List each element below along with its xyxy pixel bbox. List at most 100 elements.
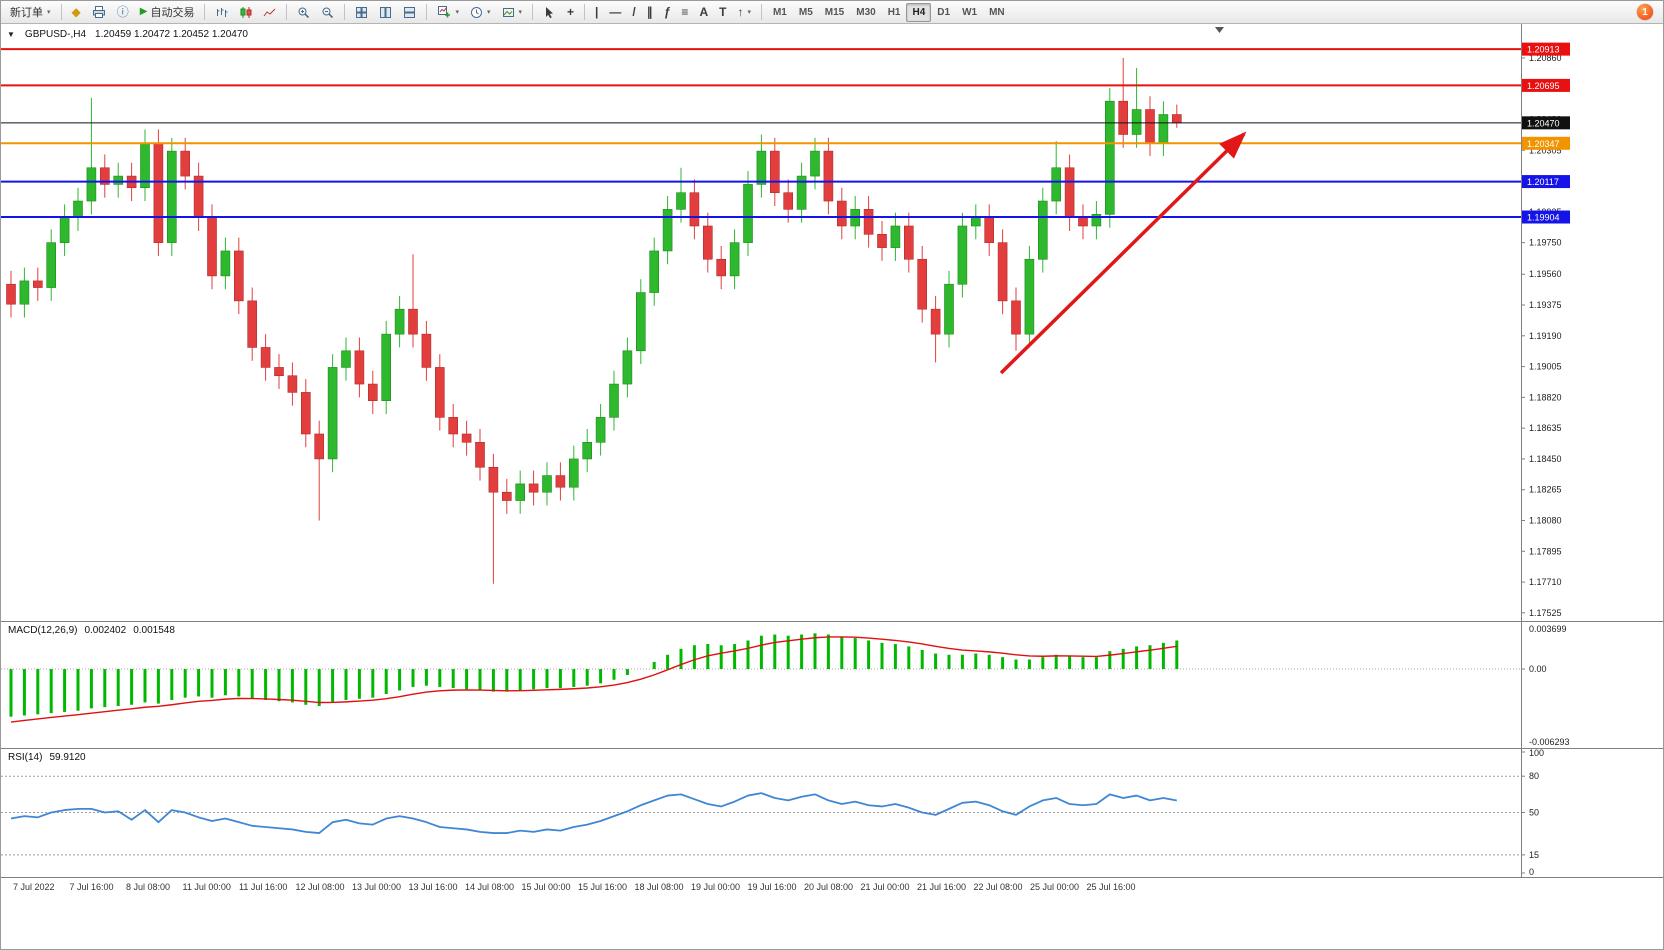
line-chart-icon	[264, 8, 276, 16]
toolbar-separator	[532, 4, 534, 20]
rsi-scale-label: 100	[1529, 748, 1544, 758]
timeframe-m5-button[interactable]: M5	[798, 6, 813, 18]
price-flag	[1522, 210, 1570, 224]
time-label: 14 Jul 08:00	[465, 882, 515, 892]
line-chart-button[interactable]	[258, 3, 281, 22]
channel-button[interactable]: ∥	[642, 3, 658, 22]
metaeditor-button[interactable]: ◆	[67, 3, 86, 22]
time-label: 15 Jul 16:00	[578, 882, 628, 892]
time-label: 7 Jul 16:00	[69, 882, 114, 892]
rsi-scale-label: 15	[1529, 850, 1539, 860]
candles	[6, 57, 1182, 584]
price-axis-label: 1.20305	[1529, 145, 1562, 155]
price-axis-label: 1.18450	[1529, 454, 1562, 464]
tile-horizontal-icon	[404, 6, 416, 18]
timeframe-m1-button[interactable]: M1	[772, 6, 787, 18]
time-label: 13 Jul 00:00	[352, 882, 402, 892]
tile-vertical-button[interactable]	[374, 3, 397, 22]
bar-chart-button[interactable]	[210, 3, 233, 22]
timeframe-m15-button[interactable]: M15	[824, 6, 845, 18]
price-flag-label: 1.20695	[1527, 81, 1560, 91]
candlestick-chart[interactable]: 1.208601.206751.204901.203051.201201.199…	[1, 24, 1664, 621]
macd-chart[interactable]: 0.003699 0.00 -0.006293	[1, 621, 1664, 748]
rsi-scale-label: 0	[1529, 867, 1534, 877]
new-chart-icon	[438, 6, 451, 18]
toolbar-separator	[426, 4, 428, 20]
price-flag-label: 1.20913	[1527, 45, 1560, 55]
cycle-lines-button[interactable]: ≡	[676, 3, 693, 22]
price-flag	[1522, 78, 1570, 92]
time-label: 20 Jul 08:00	[804, 882, 854, 892]
zoom-in-button[interactable]	[292, 3, 315, 22]
price-flag	[1522, 175, 1570, 189]
cursor-icon	[546, 6, 554, 18]
crosshair-button[interactable]: +	[562, 3, 579, 22]
vertical-line-button[interactable]: |	[590, 3, 603, 22]
text-label-button[interactable]: T	[714, 3, 731, 22]
time-label: 7 Jul 2022	[13, 882, 55, 892]
timeframe-w1-button[interactable]: W1	[962, 6, 978, 18]
trendline-icon: /	[632, 5, 636, 19]
timeframe-mn-button[interactable]: MN	[989, 6, 1005, 18]
arrows-button[interactable]: ↑ ▾	[732, 3, 756, 22]
price-flag	[1522, 136, 1570, 150]
timeframe-h4-button[interactable]: H4	[906, 2, 932, 22]
time-label: 13 Jul 16:00	[408, 882, 458, 892]
tile-horizontal-button[interactable]	[398, 3, 421, 22]
candlestick-chart-button[interactable]	[234, 3, 257, 22]
zoom-out-icon	[322, 7, 334, 18]
price-flag	[1522, 116, 1570, 130]
autotrading-button[interactable]: ▶ 自动交易	[135, 3, 200, 22]
horizontal-line-icon: —	[609, 5, 622, 19]
time-label: 18 Jul 08:00	[634, 882, 684, 892]
info-button[interactable]: ⓘ	[112, 3, 134, 22]
cursor-button[interactable]	[538, 3, 561, 22]
time-axis[interactable]: 7 Jul 2022 7 Jul 16:00 8 Jul 08:00 11 Jul 0…	[1, 877, 1663, 899]
period-selector-button[interactable]: ▾	[465, 3, 496, 22]
timeframe-d1-button[interactable]: D1	[937, 6, 951, 18]
chevron-down-icon: ▾	[455, 9, 459, 16]
new-order-button[interactable]: 新订单 ▾	[5, 3, 56, 22]
bar-chart-icon	[217, 7, 228, 17]
toolbar-separator	[584, 4, 586, 20]
trend-arrow[interactable]	[999, 131, 1247, 375]
template-icon	[502, 7, 514, 17]
tile-windows-button[interactable]	[350, 3, 373, 22]
time-label: 19 Jul 16:00	[747, 882, 797, 892]
chevron-down-icon: ▾	[486, 9, 491, 16]
toolbar-separator	[60, 4, 62, 20]
fibonacci-button[interactable]: ƒ	[659, 3, 676, 22]
timeframe-h1-button[interactable]: H1	[887, 6, 901, 18]
trendline-button[interactable]: /	[627, 3, 640, 22]
text-label-icon: T	[719, 5, 727, 19]
price-axis-label: 1.17525	[1529, 608, 1562, 618]
crosshair-icon: +	[567, 5, 575, 19]
time-label: 11 Jul 00:00	[182, 882, 231, 892]
rsi-chart[interactable]: 100 80 50 15 0	[1, 748, 1664, 877]
price-axis-label: 1.19375	[1529, 300, 1562, 310]
macd-histogram	[9, 633, 1179, 717]
price-axis-label: 1.18820	[1529, 392, 1562, 402]
text-button[interactable]: A	[694, 3, 713, 22]
notification-badge[interactable]: 1	[1637, 4, 1653, 20]
chart-shift-marker	[1215, 27, 1224, 33]
price-axis-label: 1.19005	[1529, 362, 1562, 372]
new-chart-button[interactable]: ▾	[432, 3, 464, 22]
zoom-in-icon	[298, 7, 310, 18]
time-label: 21 Jul 00:00	[860, 882, 910, 892]
timeframe-m30-button[interactable]: M30	[856, 6, 876, 18]
one-click-trading-toggle[interactable]: ▼	[7, 30, 15, 39]
price-flag-label: 1.19904	[1527, 213, 1560, 223]
macd-scale-label: -0.006293	[1529, 737, 1570, 747]
price-axis-label: 1.19190	[1529, 331, 1562, 341]
print-button[interactable]	[87, 3, 111, 22]
arrows-icon: ↑	[737, 5, 744, 19]
template-button[interactable]: ▾	[497, 3, 528, 22]
price-axis-label: 1.18265	[1529, 485, 1562, 495]
toolbar-separator	[204, 4, 206, 20]
toolbar: 新订单 ▾ ◆ ⓘ ▶ 自动交易	[1, 1, 1663, 24]
price-axis-label: 1.18080	[1529, 516, 1562, 526]
horizontal-line-button[interactable]: —	[604, 3, 626, 22]
zoom-out-button[interactable]	[316, 3, 339, 22]
